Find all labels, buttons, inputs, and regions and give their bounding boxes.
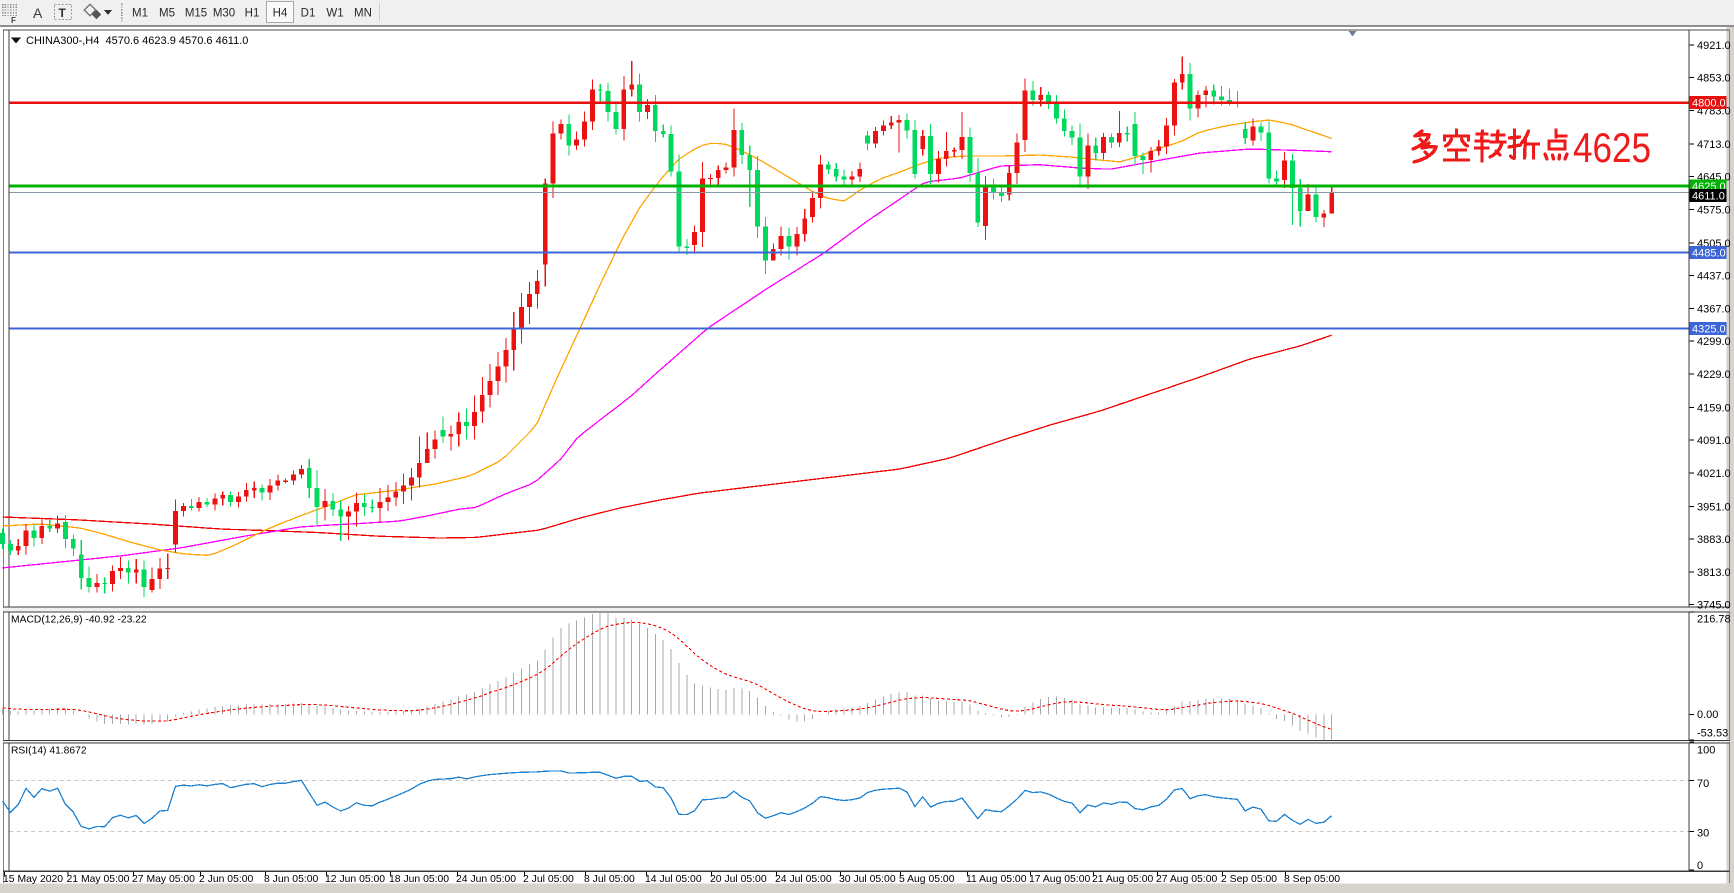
svg-text:4325.0: 4325.0 (1692, 324, 1726, 336)
svg-text:M30: M30 (213, 8, 235, 20)
svg-text:MACD(12,26,9) -40.92 -23.22: MACD(12,26,9) -40.92 -23.22 (11, 615, 147, 626)
svg-text:5 Aug 05:00: 5 Aug 05:00 (899, 874, 955, 885)
svg-text:15 May 2020: 15 May 2020 (3, 874, 63, 885)
svg-text:A: A (33, 5, 43, 21)
svg-text:4853.0: 4853.0 (1697, 72, 1731, 84)
svg-text:T: T (59, 6, 67, 20)
svg-text:24 Jun 05:00: 24 Jun 05:00 (456, 874, 516, 885)
svg-text:2 Jul 05:00: 2 Jul 05:00 (523, 874, 574, 885)
svg-text:4367.0: 4367.0 (1697, 304, 1731, 316)
svg-text:0.00: 0.00 (1697, 709, 1718, 721)
svg-text:3883.0: 3883.0 (1697, 534, 1731, 546)
svg-text:4437.0: 4437.0 (1697, 270, 1731, 282)
svg-text:MN: MN (354, 8, 372, 20)
svg-text:M15: M15 (185, 8, 207, 20)
svg-text:8 Sep 05:00: 8 Sep 05:00 (1284, 874, 1340, 885)
svg-text:20 Jul 05:00: 20 Jul 05:00 (710, 874, 767, 885)
svg-text:3951.0: 3951.0 (1697, 501, 1731, 513)
svg-text:11 Aug 05:00: 11 Aug 05:00 (966, 874, 1027, 885)
svg-text:4611.0: 4611.0 (1692, 191, 1725, 203)
svg-text:-53.53: -53.53 (1697, 727, 1728, 739)
svg-text:4229.0: 4229.0 (1697, 369, 1731, 381)
svg-text:8 Jun 05:00: 8 Jun 05:00 (264, 874, 319, 885)
svg-text:4091.0: 4091.0 (1697, 435, 1731, 447)
svg-text:4921.0: 4921.0 (1697, 40, 1731, 52)
svg-text:27 Aug 05:00: 27 Aug 05:00 (1156, 874, 1217, 885)
svg-text:4021.0: 4021.0 (1697, 468, 1731, 480)
svg-text:3745.0: 3745.0 (1697, 599, 1731, 611)
svg-text:4299.0: 4299.0 (1697, 336, 1731, 348)
svg-text:4159.0: 4159.0 (1697, 403, 1731, 415)
svg-text:4485.0: 4485.0 (1692, 248, 1726, 260)
svg-text:2 Sep 05:00: 2 Sep 05:00 (1221, 874, 1277, 885)
svg-text:3813.0: 3813.0 (1697, 567, 1731, 579)
svg-text:18 Jun 05:00: 18 Jun 05:00 (389, 874, 449, 885)
svg-text:17 Aug 05:00: 17 Aug 05:00 (1029, 874, 1090, 885)
svg-text:12 Jun 05:00: 12 Jun 05:00 (325, 874, 385, 885)
svg-text:2 Jun 05:00: 2 Jun 05:00 (199, 874, 254, 885)
svg-text:21 Aug 05:00: 21 Aug 05:00 (1092, 874, 1153, 885)
svg-text:24 Jul 05:00: 24 Jul 05:00 (775, 874, 832, 885)
svg-text:70: 70 (1697, 778, 1709, 790)
svg-text:4575.0: 4575.0 (1697, 205, 1731, 217)
svg-text:M1: M1 (132, 8, 148, 20)
svg-text:0: 0 (1697, 860, 1703, 872)
svg-text:CHINA300-,H4 4570.6 4623.9 45: CHINA300-,H4 4570.6 4623.9 4570.6 4611.0 (26, 35, 248, 47)
svg-text:4800.0: 4800.0 (1692, 98, 1726, 110)
svg-text:M5: M5 (159, 8, 175, 20)
svg-text:100: 100 (1697, 745, 1715, 757)
svg-text:216.78: 216.78 (1697, 614, 1731, 626)
svg-text:D1: D1 (301, 8, 316, 20)
svg-text:4713.0: 4713.0 (1697, 139, 1731, 151)
svg-text:27 May 05:00: 27 May 05:00 (132, 874, 195, 885)
svg-text:8 Jul 05:00: 8 Jul 05:00 (584, 874, 635, 885)
svg-text:F: F (11, 16, 16, 25)
svg-text:21 May 05:00: 21 May 05:00 (67, 874, 130, 885)
svg-text:30: 30 (1697, 827, 1709, 839)
svg-text:14 Jul 05:00: 14 Jul 05:00 (645, 874, 702, 885)
svg-text:H1: H1 (245, 8, 260, 20)
svg-text:30 Jul 05:00: 30 Jul 05:00 (839, 874, 896, 885)
svg-text:W1: W1 (326, 8, 343, 20)
svg-text:RSI(14) 41.8672: RSI(14) 41.8672 (11, 746, 87, 757)
svg-text:4625: 4625 (1573, 124, 1651, 171)
svg-text:H4: H4 (273, 8, 288, 20)
